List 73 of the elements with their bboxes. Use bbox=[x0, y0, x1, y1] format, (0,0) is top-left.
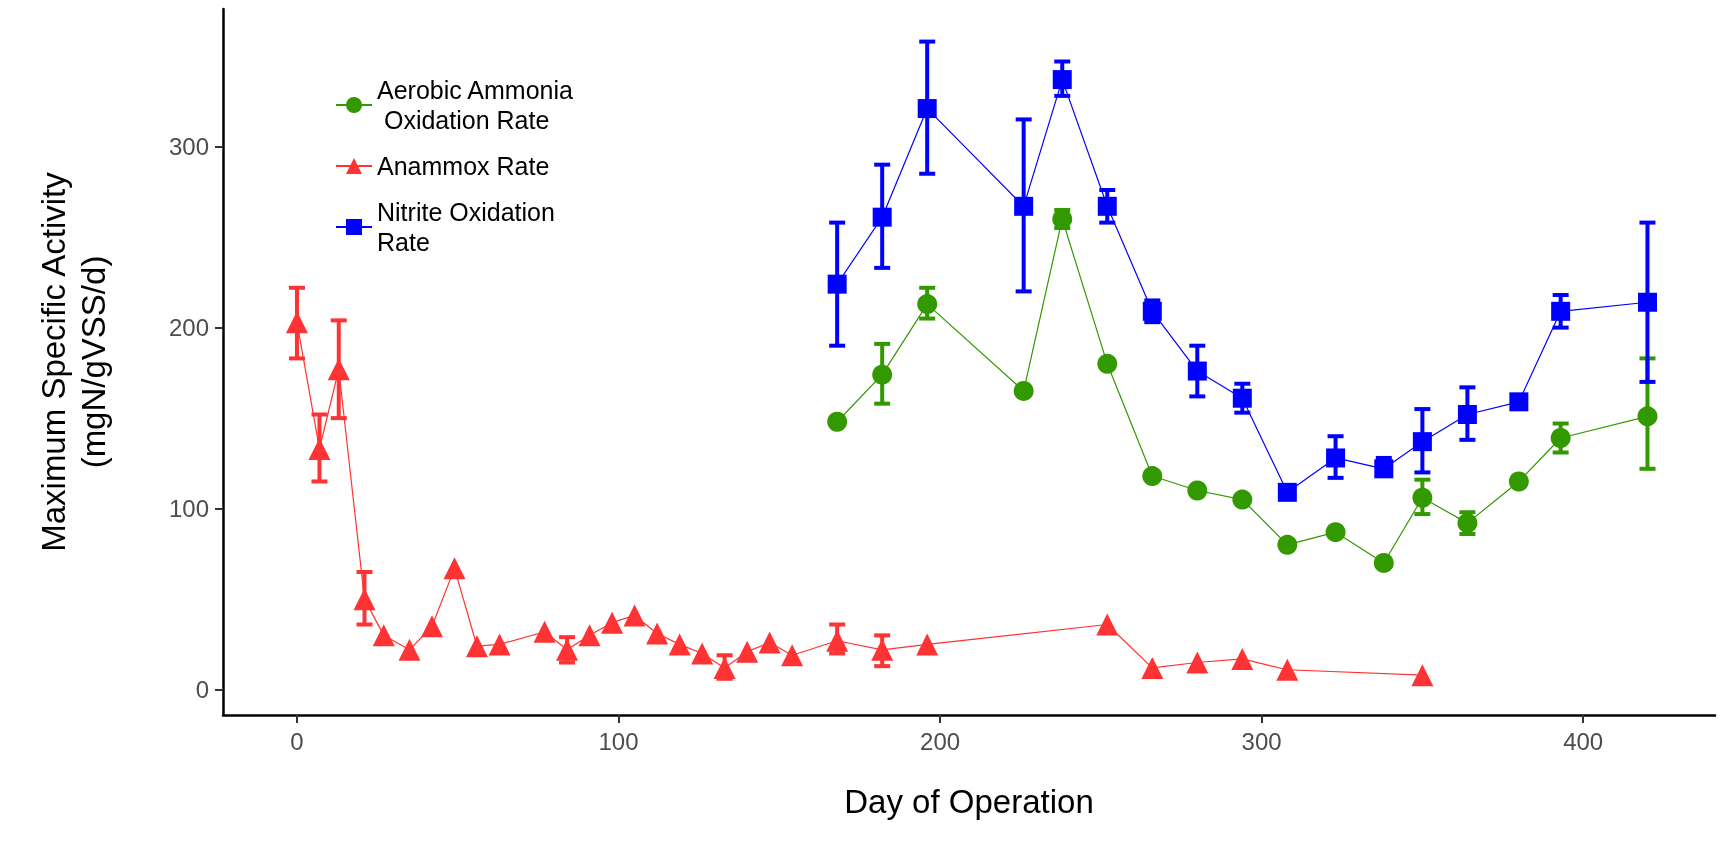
point bbox=[421, 615, 444, 638]
legend-label: Anammox Rate bbox=[377, 152, 550, 180]
point bbox=[691, 642, 714, 665]
point bbox=[533, 620, 556, 643]
point bbox=[872, 364, 893, 385]
x-tick-label: 0 bbox=[290, 727, 304, 755]
point bbox=[466, 635, 489, 658]
point bbox=[488, 633, 511, 656]
point bbox=[871, 638, 894, 661]
point bbox=[285, 311, 308, 334]
point bbox=[916, 633, 939, 656]
point bbox=[1276, 658, 1299, 681]
point bbox=[1013, 380, 1034, 401]
point bbox=[917, 294, 938, 315]
point bbox=[1097, 353, 1118, 374]
x-tick-label: 400 bbox=[1563, 727, 1604, 755]
point bbox=[1096, 613, 1119, 636]
point bbox=[1325, 522, 1346, 543]
point bbox=[1142, 466, 1163, 487]
point bbox=[1142, 301, 1162, 321]
point bbox=[1457, 405, 1477, 424]
point bbox=[827, 274, 847, 294]
point bbox=[1326, 448, 1346, 468]
point bbox=[1277, 482, 1297, 502]
point bbox=[398, 638, 421, 661]
point bbox=[1411, 664, 1434, 687]
point bbox=[1231, 647, 1254, 670]
point bbox=[327, 358, 350, 381]
point bbox=[372, 624, 395, 647]
point bbox=[1014, 196, 1034, 216]
point bbox=[1097, 196, 1117, 216]
y-tick-label: 300 bbox=[168, 133, 209, 161]
point bbox=[1052, 70, 1072, 90]
point bbox=[1186, 651, 1209, 674]
x-tick-label: 100 bbox=[598, 727, 639, 755]
y-tick-label: 100 bbox=[168, 495, 209, 523]
y-axis-title: Maximum Specific Activity (mgN/gVSS/d) bbox=[34, 171, 112, 552]
y-tick-label: 0 bbox=[195, 676, 209, 704]
point bbox=[736, 640, 759, 663]
point bbox=[1277, 534, 1298, 555]
point bbox=[1232, 489, 1253, 510]
point bbox=[443, 557, 466, 580]
point bbox=[1187, 480, 1208, 501]
point bbox=[646, 622, 669, 645]
point bbox=[668, 633, 691, 656]
point bbox=[872, 207, 892, 227]
point bbox=[353, 588, 376, 611]
point bbox=[1550, 428, 1571, 449]
point bbox=[781, 644, 804, 667]
x-tick-label: 300 bbox=[1241, 727, 1282, 755]
point bbox=[1637, 406, 1658, 427]
point bbox=[1412, 487, 1433, 508]
point bbox=[601, 611, 624, 634]
point bbox=[1412, 432, 1432, 452]
point bbox=[826, 629, 849, 652]
x-axis-title: Day of Operation bbox=[844, 783, 1094, 820]
x-tick-label: 200 bbox=[920, 727, 961, 755]
point bbox=[1141, 656, 1164, 679]
point bbox=[1187, 361, 1207, 381]
point bbox=[1637, 292, 1657, 312]
legend-label: Nitrite Oxidation Rate bbox=[377, 198, 562, 256]
point bbox=[758, 631, 781, 654]
point bbox=[917, 99, 937, 119]
point bbox=[1373, 552, 1394, 573]
point bbox=[1232, 388, 1252, 408]
y-tick-label: 200 bbox=[168, 314, 209, 342]
point bbox=[623, 604, 646, 627]
legend-label: Aerobic Ammonia Oxidation Rate bbox=[377, 76, 574, 134]
point bbox=[1508, 471, 1529, 492]
point bbox=[578, 624, 601, 647]
point bbox=[1551, 301, 1571, 321]
point bbox=[1509, 392, 1529, 412]
point bbox=[827, 411, 848, 432]
